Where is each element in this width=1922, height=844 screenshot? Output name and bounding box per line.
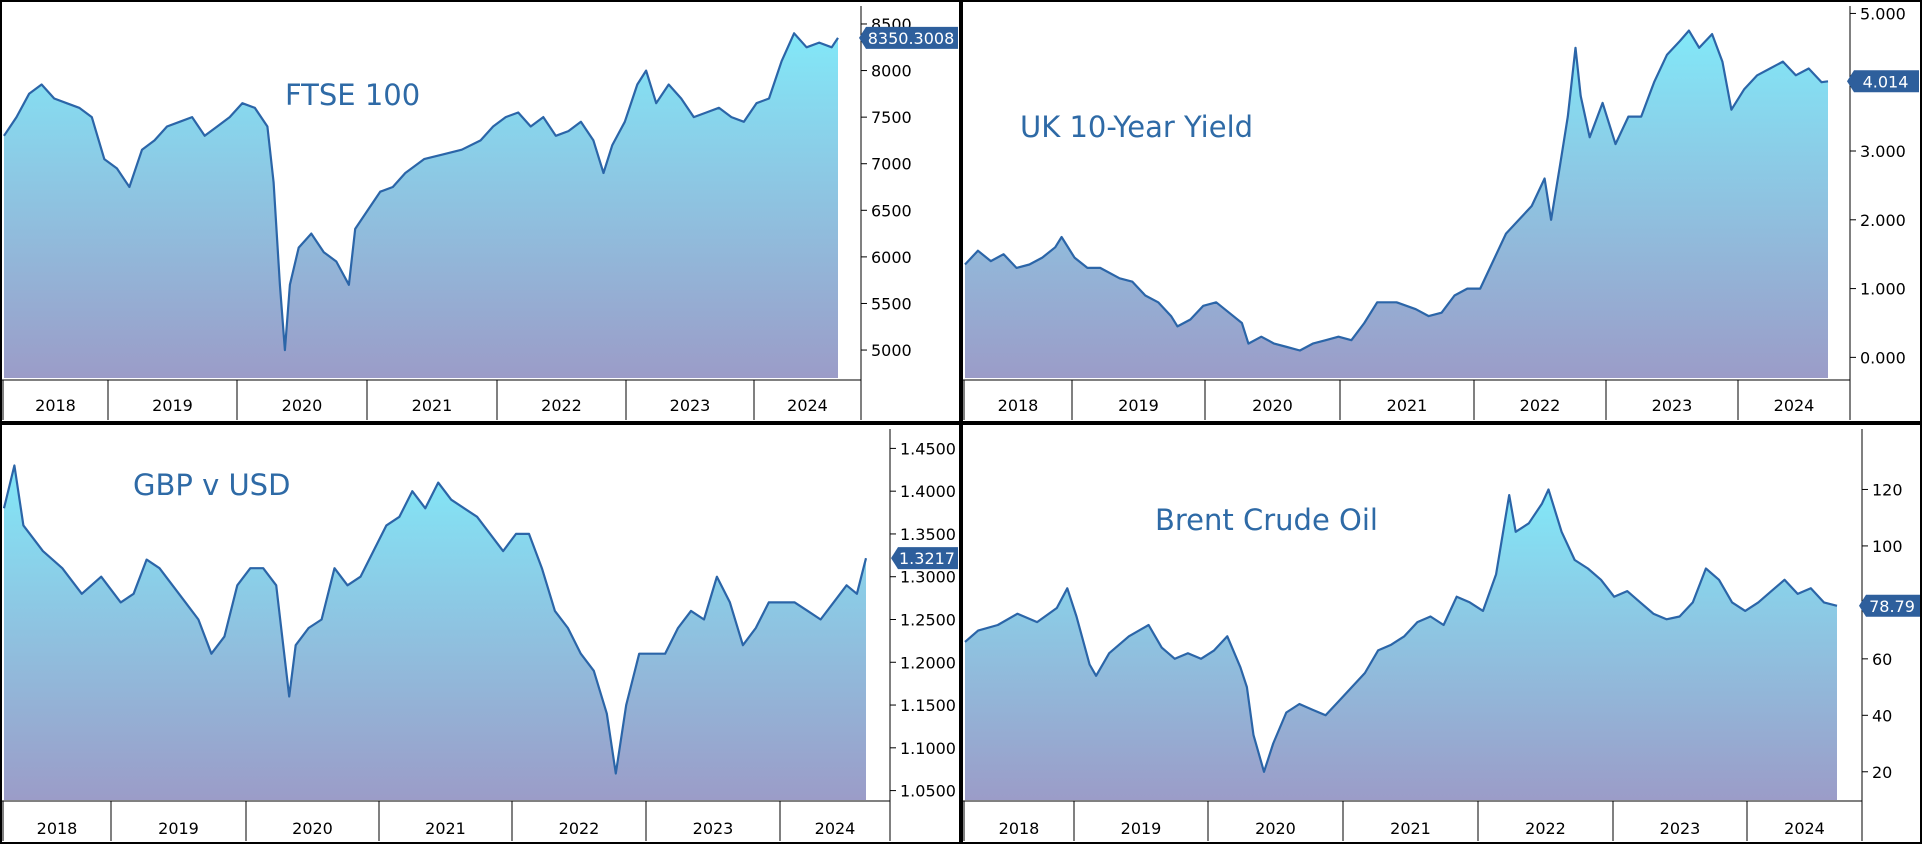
brent-crude-area-fill bbox=[965, 489, 1837, 800]
uk-10y-yield-x-tick-label: 2024 bbox=[1774, 396, 1815, 415]
gbp-usd-y-tick-label: 1.4500 bbox=[900, 439, 956, 458]
brent-crude-title: Brent Crude Oil bbox=[1155, 503, 1378, 537]
brent-crude-x-tick-label: 2019 bbox=[1121, 819, 1162, 838]
ftse-100-y-tick-label: 8000 bbox=[871, 62, 912, 81]
ftse-100-x-tick-label: 2022 bbox=[541, 396, 582, 415]
brent-crude-x-tick-label: 2018 bbox=[999, 819, 1040, 838]
ftse-100-last-value-label: 8350.3008 bbox=[868, 29, 955, 48]
ftse-100-last-value-badge bbox=[859, 26, 958, 49]
gbp-usd-x-tick-label: 2023 bbox=[693, 819, 734, 838]
brent-crude-series-line bbox=[964, 488, 1838, 773]
uk-10y-yield-x-tick-label: 2021 bbox=[1387, 396, 1428, 415]
ftse-100-x-tick-label: 2024 bbox=[787, 396, 828, 415]
gbp-usd-last-value-label: 1.3217 bbox=[899, 549, 955, 568]
ftse-100-x-tick-label: 2020 bbox=[282, 396, 323, 415]
gbp-usd-x-tick-label: 2020 bbox=[292, 819, 333, 838]
ftse-100-x-tick-label: 2021 bbox=[412, 396, 453, 415]
gbp-usd-x-tick-label: 2019 bbox=[158, 819, 199, 838]
gbp-usd-y-tick-label: 1.2000 bbox=[900, 653, 956, 672]
uk-10y-yield-series-line bbox=[964, 29, 1829, 352]
gbp-usd-y-tick-label: 1.3500 bbox=[900, 525, 956, 544]
brent-crude-last-value-badge bbox=[1859, 594, 1920, 617]
uk-10y-yield-y-tick-label: 1.000 bbox=[1860, 280, 1906, 299]
uk-10y-yield-area-fill bbox=[965, 30, 1828, 378]
ftse-100-area-fill bbox=[4, 33, 838, 379]
uk-10y-yield-x-tick-label: 2022 bbox=[1520, 396, 1561, 415]
gbp-usd-y-tick-label: 1.2500 bbox=[900, 610, 956, 629]
gbp-usd-series-line bbox=[2, 464, 868, 775]
uk-10y-yield-chart: 0.0001.0002.0003.0004.0005.0002018201920… bbox=[961, 0, 1922, 423]
uk-10y-yield-y-tick-label: 3.000 bbox=[1860, 142, 1906, 161]
brent-crude-y-tick-label: 40 bbox=[1872, 706, 1892, 725]
brent-crude-x-tick-label: 2022 bbox=[1525, 819, 1566, 838]
brent-crude-y-tick-label: 20 bbox=[1872, 763, 1892, 782]
uk-10y-yield-last-value-badge bbox=[1847, 70, 1919, 93]
ftse-100-y-tick-label: 7500 bbox=[871, 108, 912, 127]
brent-crude-y-tick-label: 120 bbox=[1872, 480, 1903, 499]
uk-10y-yield-y-tick-label: 2.000 bbox=[1860, 211, 1906, 230]
ftse-100-y-tick-label: 7000 bbox=[871, 155, 912, 174]
brent-crude-last-value-label: 78.79 bbox=[1869, 597, 1915, 616]
gbp-usd-chart: 1.0500 1.1000 1.1500 1.2000 1.2500 1.3000 1.35… bbox=[0, 423, 961, 844]
brent-crude-y-tick-label: 100 bbox=[1872, 537, 1903, 556]
gbp-usd-y-tick-label: 1.0500 bbox=[900, 782, 956, 801]
gbp-usd-title: GBP v USD bbox=[133, 468, 290, 502]
brent-crude-y-tick-label: 60 bbox=[1872, 650, 1892, 669]
ftse-100-x-tick-label: 2023 bbox=[670, 396, 711, 415]
gbp-usd-last-value-badge bbox=[891, 547, 958, 570]
gbp-usd-y-tick-label: 1.1500 bbox=[900, 696, 956, 715]
uk-10y-yield-x-tick-label: 2019 bbox=[1118, 396, 1159, 415]
gbp-usd-y-tick-label: 1.3000 bbox=[900, 568, 956, 587]
uk-10y-yield-y-tick-label: 0.000 bbox=[1860, 348, 1906, 367]
brent-crude-x-tick-label: 2024 bbox=[1784, 819, 1825, 838]
brent-crude-x-tick-label: 2023 bbox=[1660, 819, 1701, 838]
ftse-100-title: FTSE 100 bbox=[285, 78, 420, 112]
gbp-usd-x-tick-label: 2024 bbox=[815, 819, 856, 838]
ftse-100-y-tick-label: 5000 bbox=[871, 341, 912, 360]
ftse-100-x-tick-label: 2018 bbox=[35, 396, 76, 415]
gbp-usd-x-tick-label: 2022 bbox=[559, 819, 600, 838]
ftse-100-y-tick-label: 5500 bbox=[871, 294, 912, 313]
brent-crude-x-tick-label: 2021 bbox=[1390, 819, 1431, 838]
brent-crude-chart: 2040608010012020182019202020212022202320… bbox=[961, 423, 1922, 844]
uk-10y-yield-x-tick-label: 2023 bbox=[1652, 396, 1693, 415]
uk-10y-yield-x-tick-label: 2018 bbox=[998, 396, 1039, 415]
brent-crude-x-tick-label: 2020 bbox=[1255, 819, 1296, 838]
ftse-100-series-line bbox=[3, 32, 839, 352]
ftse-100-y-tick-label: 6000 bbox=[871, 248, 912, 267]
gbp-usd-x-tick-label: 2021 bbox=[425, 819, 466, 838]
uk-10y-yield-y-tick-label: 5.000 bbox=[1860, 4, 1906, 23]
ftse-100-y-tick-label: 6500 bbox=[871, 201, 912, 220]
uk-10y-yield-title: UK 10-Year Yield bbox=[1020, 110, 1253, 144]
gbp-usd-y-tick-label: 1.4000 bbox=[900, 482, 956, 501]
gbp-usd-y-tick-label: 1.1000 bbox=[900, 739, 956, 758]
gbp-usd-area-fill bbox=[4, 465, 866, 800]
gbp-usd-x-tick-label: 2018 bbox=[37, 819, 78, 838]
uk-10y-yield-last-value-label: 4.014 bbox=[1863, 72, 1909, 91]
uk-10y-yield-x-tick-label: 2020 bbox=[1252, 396, 1293, 415]
ftse-100-x-tick-label: 2019 bbox=[152, 396, 193, 415]
